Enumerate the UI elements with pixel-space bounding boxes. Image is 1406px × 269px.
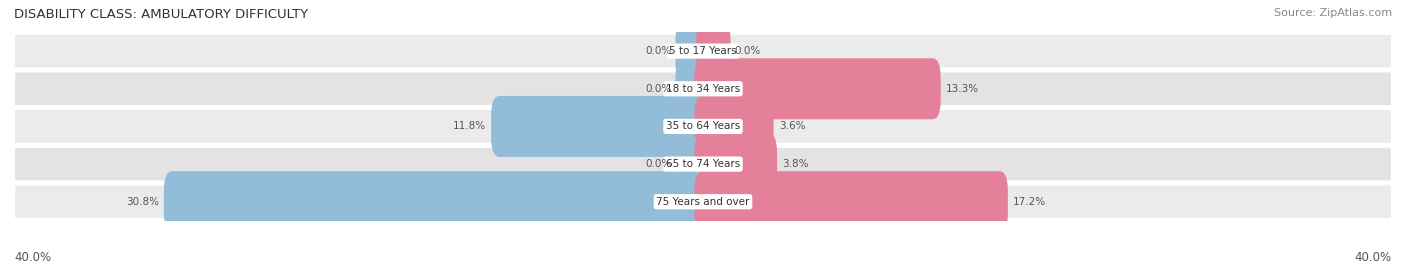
Text: 65 to 74 Years: 65 to 74 Years xyxy=(666,159,740,169)
Text: 0.0%: 0.0% xyxy=(734,46,761,56)
FancyBboxPatch shape xyxy=(14,147,1392,181)
Text: 0.0%: 0.0% xyxy=(645,159,672,169)
FancyBboxPatch shape xyxy=(675,137,710,191)
Text: DISABILITY CLASS: AMBULATORY DIFFICULTY: DISABILITY CLASS: AMBULATORY DIFFICULTY xyxy=(14,8,308,21)
FancyBboxPatch shape xyxy=(675,62,710,115)
Text: 40.0%: 40.0% xyxy=(14,251,51,264)
FancyBboxPatch shape xyxy=(695,171,1008,232)
Text: 40.0%: 40.0% xyxy=(1355,251,1392,264)
FancyBboxPatch shape xyxy=(491,96,711,157)
FancyBboxPatch shape xyxy=(675,24,710,78)
Text: 18 to 34 Years: 18 to 34 Years xyxy=(666,84,740,94)
FancyBboxPatch shape xyxy=(695,134,778,194)
Text: 0.0%: 0.0% xyxy=(645,46,672,56)
FancyBboxPatch shape xyxy=(165,171,711,232)
Text: 11.8%: 11.8% xyxy=(453,121,486,132)
Text: Source: ZipAtlas.com: Source: ZipAtlas.com xyxy=(1274,8,1392,18)
FancyBboxPatch shape xyxy=(14,109,1392,144)
FancyBboxPatch shape xyxy=(695,96,773,157)
Text: 13.3%: 13.3% xyxy=(946,84,979,94)
FancyBboxPatch shape xyxy=(14,72,1392,106)
FancyBboxPatch shape xyxy=(695,58,941,119)
FancyBboxPatch shape xyxy=(14,185,1392,219)
Text: 35 to 64 Years: 35 to 64 Years xyxy=(666,121,740,132)
Text: 3.6%: 3.6% xyxy=(779,121,806,132)
Text: 17.2%: 17.2% xyxy=(1012,197,1046,207)
Text: 3.8%: 3.8% xyxy=(782,159,808,169)
Text: 0.0%: 0.0% xyxy=(645,84,672,94)
Text: 5 to 17 Years: 5 to 17 Years xyxy=(669,46,737,56)
Text: 30.8%: 30.8% xyxy=(125,197,159,207)
FancyBboxPatch shape xyxy=(14,34,1392,68)
Text: 75 Years and over: 75 Years and over xyxy=(657,197,749,207)
FancyBboxPatch shape xyxy=(696,24,731,78)
